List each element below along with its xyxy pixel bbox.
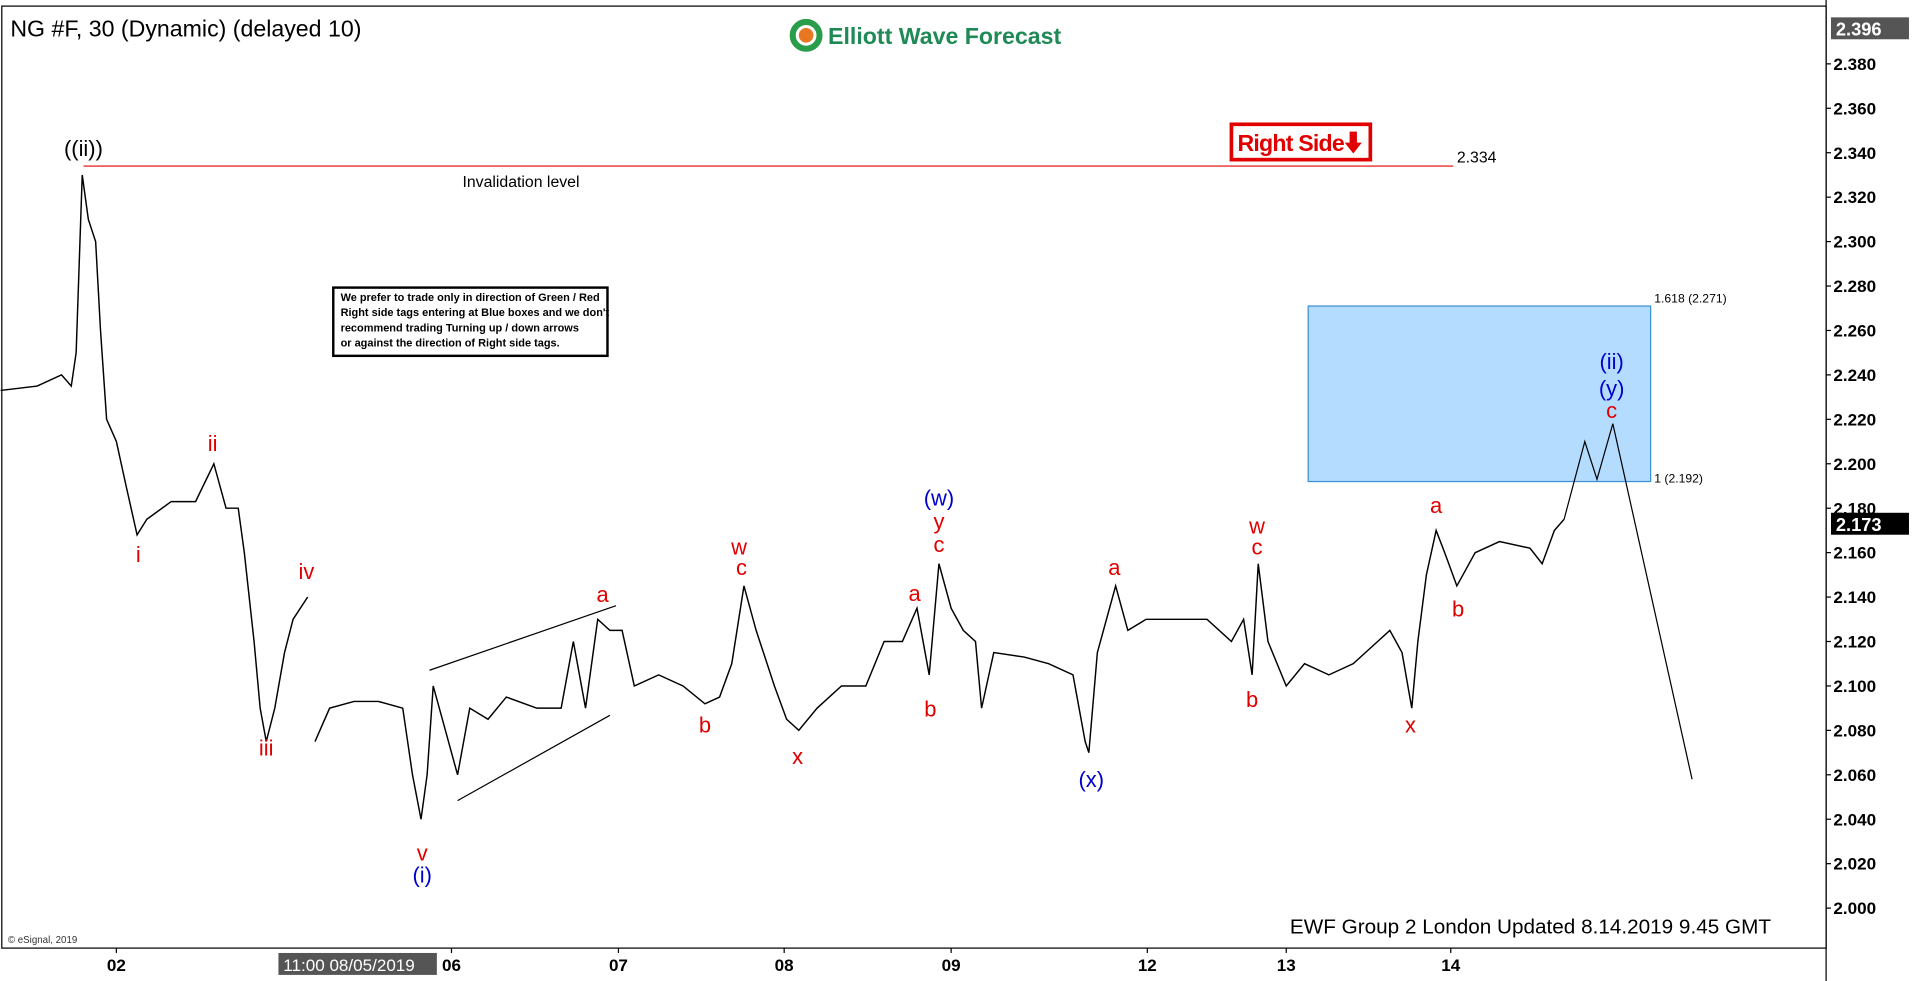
x-tick-label: 09 — [942, 956, 961, 975]
box-label: 1 (2.192) — [1654, 472, 1703, 486]
y-tick-label: 2.200 — [1833, 455, 1876, 474]
copyright: © eSignal, 2019 — [8, 935, 77, 946]
footer: EWF Group 2 London Updated 8.14.2019 9.4… — [1290, 915, 1771, 938]
wave-label: c — [933, 532, 944, 557]
x-tick-label: 14 — [1441, 956, 1460, 975]
y-tick-label: 2.140 — [1833, 588, 1876, 607]
note-line: recommend trading Turning up / down arro… — [341, 322, 579, 334]
y-tick-label: 2.220 — [1833, 410, 1876, 429]
price-line — [0, 174, 1565, 820]
wave-label: i — [136, 542, 141, 567]
note-line: Right side tags entering at Blue boxes a… — [341, 307, 610, 319]
wave-label: (ii) — [1599, 349, 1623, 374]
wave-label: a — [1108, 555, 1121, 580]
y-tick-label: 2.000 — [1833, 899, 1876, 918]
wave-label: x — [1405, 712, 1416, 737]
last-price-box — [1830, 512, 1909, 535]
y-tick-label: 2.160 — [1833, 544, 1876, 563]
x-tick-label: 08 — [775, 956, 794, 975]
logo: Elliott Wave Forecast — [828, 23, 1061, 49]
y-tick-label: 2.060 — [1833, 766, 1876, 785]
wave-label: b — [1246, 687, 1258, 712]
y-tick-label: 2.260 — [1833, 322, 1876, 341]
wave-label: ((ii)) — [64, 136, 103, 161]
note-line: We prefer to trade only in direction of … — [341, 292, 600, 304]
logo-icon — [798, 28, 814, 43]
top-price-box — [1830, 17, 1909, 40]
last-price: 2.173 — [1836, 514, 1882, 535]
wave-label: a — [596, 582, 609, 607]
wave-label: (i) — [412, 862, 431, 887]
y-tick-label: 2.280 — [1833, 277, 1876, 296]
wave-label: w — [730, 534, 747, 559]
wave-label: iv — [299, 559, 315, 584]
x-tick-label: 07 — [609, 956, 628, 975]
wave-label: b — [699, 712, 711, 737]
down-arrow — [1344, 131, 1362, 154]
wave-label: (x) — [1078, 767, 1104, 792]
logo-icon — [789, 18, 823, 52]
y-tick-label: 2.340 — [1833, 144, 1876, 163]
x-tick-label: 06 — [442, 956, 461, 975]
y-tick-label: 2.300 — [1833, 233, 1876, 252]
x-tick-label: 12 — [1138, 956, 1157, 975]
x-tick-label: 02 — [107, 956, 126, 975]
crosshair-box — [278, 952, 437, 975]
wave-label: c — [1606, 398, 1617, 423]
y-tick-label: 2.360 — [1833, 99, 1876, 118]
note-box — [332, 286, 609, 358]
wave-label: b — [1452, 597, 1464, 622]
invalidation-value: 2.334 — [1457, 149, 1497, 166]
wedge-line — [429, 605, 617, 671]
wave-label: v — [417, 840, 428, 865]
y-tick-label: 2.120 — [1833, 633, 1876, 652]
wave-label: iii — [259, 736, 274, 761]
x-tick-label: 13 — [1277, 956, 1296, 975]
y-tick-label: 2.020 — [1833, 855, 1876, 874]
y-tick-label: 2.240 — [1833, 366, 1876, 385]
box-label: 1.618 (2.271) — [1654, 291, 1726, 305]
y-tick-label: 2.100 — [1833, 677, 1876, 696]
projection-line — [1563, 423, 1693, 780]
wave-label: (w) — [924, 486, 954, 511]
y-tick-label: 2.040 — [1833, 810, 1876, 829]
wave-label: b — [924, 697, 936, 722]
y-tick-label: 2.380 — [1833, 55, 1876, 74]
wave-label: ii — [208, 431, 218, 456]
wave-label: a — [1430, 493, 1443, 518]
wave-label: a — [908, 581, 921, 606]
right-side-text: Right Side — [1238, 130, 1345, 156]
wave-label: x — [792, 744, 803, 769]
wave-label: w — [1248, 514, 1265, 539]
wedge-line — [457, 714, 611, 802]
y-tick-label: 2.080 — [1833, 721, 1876, 740]
top-price: 2.396 — [1836, 19, 1882, 40]
crosshair-label: 11:00 08/05/2019 — [283, 956, 414, 975]
wave-label: c — [736, 555, 747, 580]
wave-label: y — [933, 509, 944, 534]
note-line: or against the direction of Right side t… — [341, 338, 560, 350]
wave-label: (y) — [1599, 376, 1625, 401]
target-box — [1307, 305, 1652, 483]
y-tick-label: 2.320 — [1833, 188, 1876, 207]
right-side-tag — [1229, 122, 1373, 162]
wave-label: c — [1252, 534, 1263, 559]
chart-title: NG #F, 30 (Dynamic) (delayed 10) — [10, 16, 361, 42]
invalidation-label: Invalidation level — [462, 174, 579, 191]
